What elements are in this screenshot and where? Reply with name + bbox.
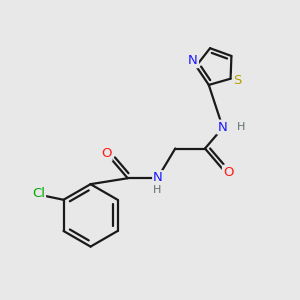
Text: H: H [237, 122, 246, 132]
Text: N: N [217, 121, 227, 134]
Text: O: O [101, 147, 112, 161]
Text: N: N [153, 171, 163, 184]
Text: S: S [233, 74, 241, 87]
Text: O: O [223, 166, 233, 179]
Text: N: N [188, 54, 198, 67]
Text: Cl: Cl [32, 187, 45, 200]
Text: H: H [153, 185, 162, 195]
